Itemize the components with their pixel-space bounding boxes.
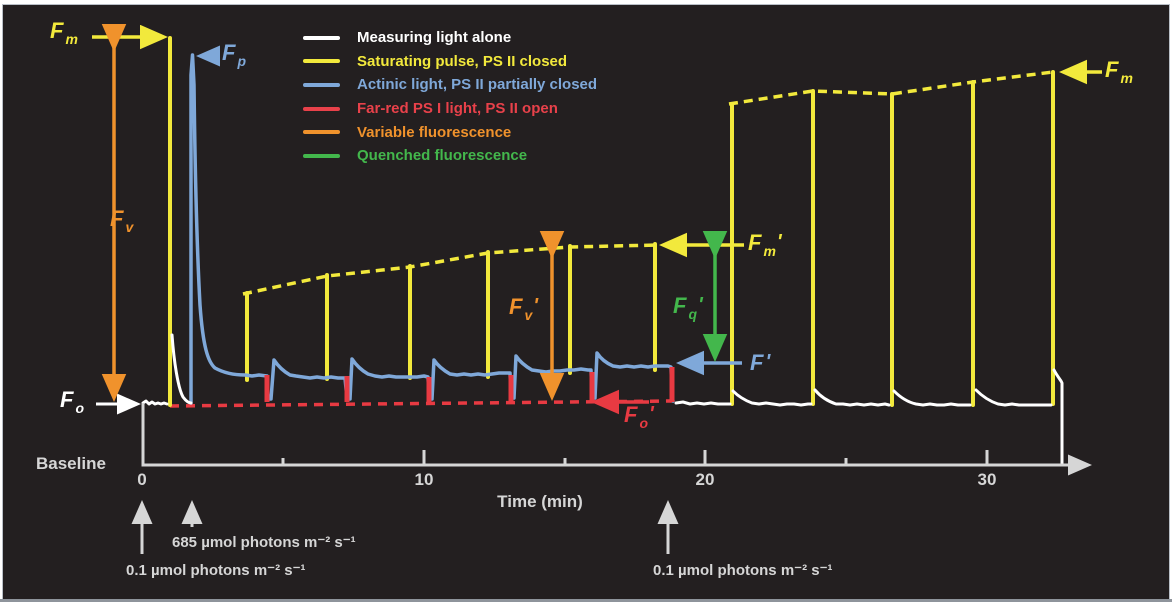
tick-label-10: 10: [414, 470, 434, 489]
actinic-light-swatch: [303, 82, 340, 87]
legend-item-saturating: Saturating pulse, PS II closed: [303, 50, 597, 74]
legend-item-variable: Variable fluorescence: [303, 120, 597, 144]
far-red-dip-group: [264, 367, 675, 402]
legend: Measuring light alone Saturating pulse, …: [303, 26, 597, 168]
measuring-trace-start: [141, 399, 169, 406]
bottom-border-band: [0, 599, 1172, 602]
measuring-light-swatch: [303, 35, 340, 40]
legend-item-far-red: Far-red PS I light, PS II open: [303, 97, 597, 121]
fm-left-label: Fm: [50, 18, 79, 47]
baseline-label: Baseline: [36, 454, 106, 473]
f-prime-label: F': [750, 350, 772, 375]
tick-label-30: 30: [977, 470, 997, 489]
x-axis-line: [141, 403, 1092, 476]
fo-prime-label: Fo': [624, 402, 655, 431]
fp-label: Fp: [222, 40, 248, 69]
x-axis-title: Time (min): [497, 492, 583, 511]
legend-item-actinic: Actinic light, PS II partially closed: [303, 73, 597, 97]
fq-prime-label: Fq': [673, 293, 704, 322]
quenched-fluorescence-swatch: [303, 153, 340, 158]
annotation-arrows: [92, 24, 1102, 554]
fv-prime-label: Fv': [509, 294, 540, 323]
legend-label: Quenched fluorescence: [357, 147, 528, 165]
legend-item-measuring: Measuring light alone: [303, 26, 597, 50]
actinic-trace: [189, 53, 675, 405]
legend-label: Actinic light, PS II partially closed: [357, 76, 598, 94]
measuring-trace-dark-phase: [674, 368, 1064, 466]
legend-label: Saturating pulse, PS II closed: [357, 52, 568, 70]
legend-label: Variable fluorescence: [357, 123, 512, 141]
saturating-pulse-group: [168, 36, 1055, 407]
tick-label-0: 0: [137, 470, 147, 489]
variable-fluorescence-swatch: [303, 130, 340, 135]
fm-right-label: Fm: [1105, 57, 1134, 86]
legend-item-quenched: Quenched fluorescence: [303, 144, 597, 168]
fm-prime-envelope-dashed: [242, 243, 659, 296]
actinic-intensity-annotation: 685 µmol photons m⁻² s⁻¹: [172, 534, 356, 551]
x-axis-group: [141, 403, 1092, 476]
far-red-light-swatch: [303, 106, 340, 111]
fm-prime-label: Fm': [748, 230, 783, 259]
legend-label: Far-red PS I light, PS II open: [357, 100, 558, 118]
measuring-trace-post-pulse1: [170, 333, 193, 405]
measuring-intensity-annotation-left: 0.1 µmol photons m⁻² s⁻¹: [126, 562, 306, 579]
legend-label: Measuring light alone: [357, 29, 512, 47]
fo-label: Fo: [60, 387, 86, 416]
fo-prime-dashed-line: [169, 399, 673, 408]
fv-label: Fv: [110, 206, 135, 235]
measuring-trace-group: [141, 333, 1064, 466]
saturating-pulse-swatch: [303, 59, 340, 64]
tick-label-20: 20: [695, 470, 715, 489]
measuring-intensity-annotation-right: 0.1 µmol photons m⁻² s⁻¹: [653, 562, 833, 579]
fm-recovery-envelope-dashed: [728, 70, 1054, 106]
